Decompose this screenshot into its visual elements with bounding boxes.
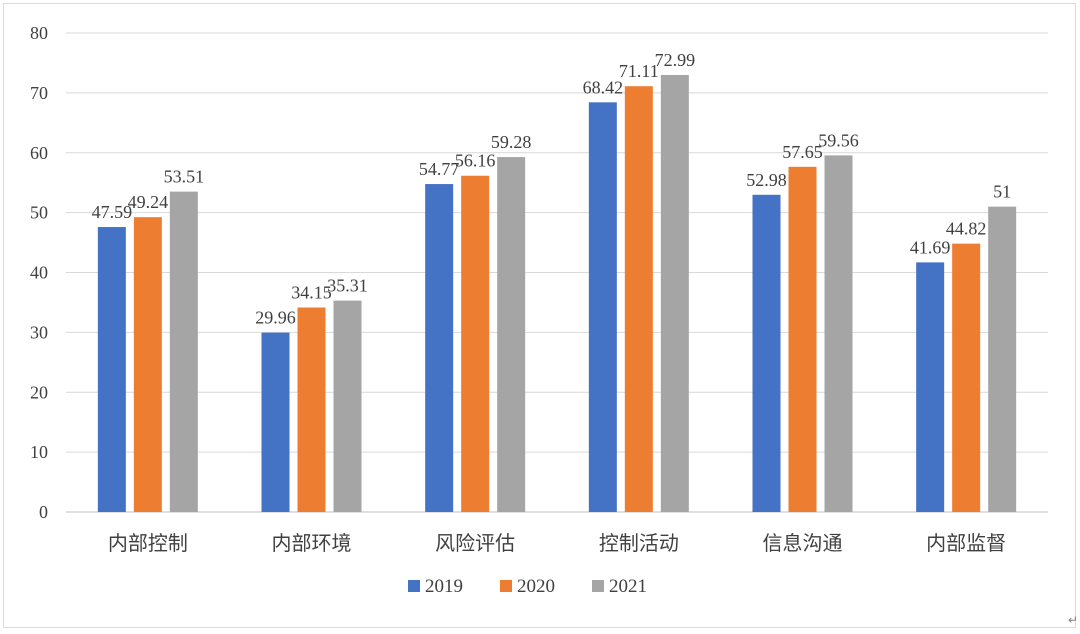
bar-2020	[624, 86, 653, 512]
category-label: 内部控制	[108, 532, 188, 555]
legend-swatch-2021	[592, 580, 604, 592]
bar-2021	[660, 74, 689, 512]
bar-2021	[497, 157, 526, 512]
data-label: 59.28	[491, 132, 532, 152]
data-label: 71.11	[619, 61, 659, 81]
data-label: 53.51	[164, 167, 205, 187]
y-tick-label: 0	[39, 502, 48, 522]
corner-mark: ↵	[1067, 613, 1078, 627]
bar-2021	[169, 191, 198, 512]
y-tick-label: 30	[30, 322, 48, 342]
legend-swatch-2019	[408, 580, 420, 592]
y-tick-label: 60	[30, 143, 48, 163]
category-label: 控制活动	[599, 532, 679, 555]
bar-2021	[824, 155, 853, 512]
data-label: 34.15	[291, 283, 332, 303]
y-tick-label: 80	[30, 23, 48, 43]
data-label: 59.56	[818, 130, 859, 150]
bar-2019	[425, 184, 454, 512]
data-label: 44.82	[946, 219, 987, 239]
data-label: 51	[993, 182, 1011, 202]
bar-2019	[97, 227, 126, 512]
data-label: 56.16	[455, 151, 496, 171]
bar-2021	[333, 300, 362, 512]
category-label: 风险评估	[435, 532, 515, 555]
category-label: 内部监督	[926, 532, 1006, 555]
y-tick-label: 70	[30, 83, 48, 103]
data-label: 29.96	[255, 308, 296, 328]
legend-label: 2019	[425, 576, 463, 597]
y-tick-label: 40	[30, 263, 48, 283]
bar-2019	[916, 262, 945, 512]
data-label: 52.98	[746, 170, 787, 190]
y-tick-label: 10	[30, 442, 48, 462]
category-label: 内部环境	[272, 532, 352, 555]
data-label: 54.77	[419, 159, 460, 179]
category-label: 信息沟通	[763, 532, 843, 555]
legend-label: 2021	[609, 576, 647, 597]
y-tick-label: 50	[30, 203, 48, 223]
bar-2020	[461, 175, 490, 512]
data-label: 72.99	[655, 50, 696, 70]
data-label: 47.59	[92, 202, 133, 222]
data-label: 57.65	[782, 142, 823, 162]
data-label: 68.42	[583, 77, 624, 97]
legend-label: 2020	[517, 576, 555, 597]
bar-2020	[788, 166, 817, 512]
bar-2019	[752, 194, 781, 512]
bar-2019	[588, 102, 617, 512]
bar-2019	[261, 332, 290, 512]
y-tick-label: 20	[30, 382, 48, 402]
data-label: 49.24	[128, 192, 169, 212]
bar-2021	[988, 206, 1017, 512]
legend-swatch-2020	[500, 580, 512, 592]
bar-2020	[297, 307, 326, 512]
data-label: 35.31	[327, 276, 368, 296]
bar-2020	[133, 217, 162, 512]
data-label: 41.69	[910, 237, 951, 257]
bar-2020	[952, 243, 981, 512]
